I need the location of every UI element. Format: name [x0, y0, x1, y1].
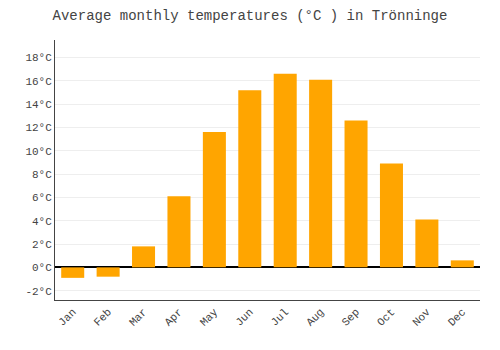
- svg-text:10°C: 10°C: [25, 146, 52, 158]
- svg-text:Oct: Oct: [375, 306, 397, 328]
- svg-text:16°C: 16°C: [25, 76, 52, 88]
- svg-text:12°C: 12°C: [25, 122, 52, 134]
- svg-text:-2°C: -2°C: [25, 286, 52, 298]
- svg-text:Apr: Apr: [162, 306, 184, 328]
- svg-text:18°C: 18°C: [25, 52, 52, 64]
- svg-text:8°C: 8°C: [32, 169, 52, 181]
- svg-text:Aug: Aug: [304, 306, 326, 328]
- svg-text:6°C: 6°C: [32, 192, 52, 204]
- svg-text:May: May: [198, 306, 221, 329]
- svg-text:Feb: Feb: [92, 306, 114, 328]
- svg-text:0°C: 0°C: [32, 262, 52, 274]
- svg-text:Dec: Dec: [446, 306, 468, 328]
- svg-text:Jun: Jun: [233, 306, 255, 328]
- svg-text:Average monthly temperatures (: Average monthly temperatures (°C ) in Tr…: [53, 8, 448, 24]
- svg-text:2°C: 2°C: [32, 239, 52, 251]
- svg-text:14°C: 14°C: [25, 99, 52, 111]
- svg-text:Jul: Jul: [269, 306, 291, 328]
- svg-text:Mar: Mar: [127, 306, 149, 328]
- svg-text:Jan: Jan: [56, 306, 78, 328]
- svg-text:4°C: 4°C: [32, 216, 52, 228]
- svg-text:Sep: Sep: [340, 306, 362, 328]
- svg-text:Nov: Nov: [410, 306, 433, 329]
